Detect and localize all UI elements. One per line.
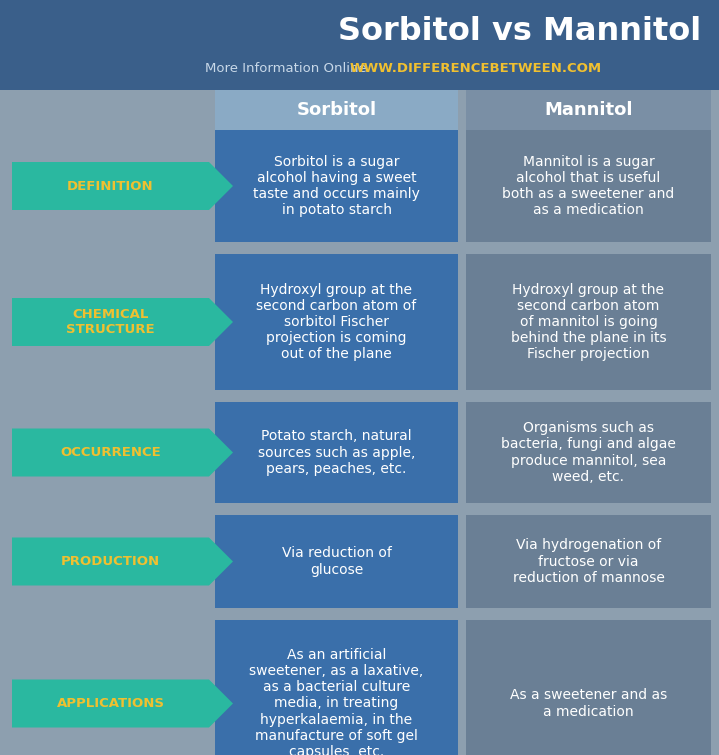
FancyBboxPatch shape xyxy=(215,515,458,608)
Text: As a sweetener and as
a medication: As a sweetener and as a medication xyxy=(510,689,667,719)
Text: Mannitol is a sugar
alcohol that is useful
both as a sweetener and
as a medicati: Mannitol is a sugar alcohol that is usef… xyxy=(503,155,674,217)
Text: OCCURRENCE: OCCURRENCE xyxy=(60,446,161,459)
FancyBboxPatch shape xyxy=(215,620,458,755)
Text: Sorbitol is a sugar
alcohol having a sweet
taste and occurs mainly
in potato sta: Sorbitol is a sugar alcohol having a swe… xyxy=(253,155,420,217)
Text: Via hydrogenation of
fructose or via
reduction of mannose: Via hydrogenation of fructose or via red… xyxy=(513,538,664,584)
Text: Sorbitol vs Mannitol: Sorbitol vs Mannitol xyxy=(338,17,701,48)
Polygon shape xyxy=(12,429,233,476)
FancyBboxPatch shape xyxy=(215,402,458,503)
Text: Sorbitol: Sorbitol xyxy=(296,101,377,119)
Text: Hydroxyl group at the
second carbon atom of
sorbitol Fischer
projection is comin: Hydroxyl group at the second carbon atom… xyxy=(257,282,416,362)
FancyBboxPatch shape xyxy=(0,0,719,90)
Text: APPLICATIONS: APPLICATIONS xyxy=(57,697,165,710)
Text: PRODUCTION: PRODUCTION xyxy=(61,555,160,568)
Text: Potato starch, natural
sources such as apple,
pears, peaches, etc.: Potato starch, natural sources such as a… xyxy=(258,430,415,476)
FancyBboxPatch shape xyxy=(466,515,711,608)
FancyBboxPatch shape xyxy=(466,254,711,390)
Text: Mannitol: Mannitol xyxy=(544,101,633,119)
Text: Via reduction of
glucose: Via reduction of glucose xyxy=(282,547,391,577)
Text: More Information Online: More Information Online xyxy=(205,61,371,75)
Text: Organisms such as
bacteria, fungi and algae
produce mannitol, sea
weed, etc.: Organisms such as bacteria, fungi and al… xyxy=(501,421,676,484)
Polygon shape xyxy=(12,298,233,346)
Text: Hydroxyl group at the
second carbon atom
of mannitol is going
behind the plane i: Hydroxyl group at the second carbon atom… xyxy=(510,282,667,362)
Polygon shape xyxy=(12,538,233,585)
FancyBboxPatch shape xyxy=(466,130,711,242)
FancyBboxPatch shape xyxy=(466,402,711,503)
FancyBboxPatch shape xyxy=(466,90,711,130)
FancyBboxPatch shape xyxy=(466,620,711,755)
FancyBboxPatch shape xyxy=(215,254,458,390)
Text: CHEMICAL
STRUCTURE: CHEMICAL STRUCTURE xyxy=(66,308,155,336)
Text: As an artificial
sweetener, as a laxative,
as a bacterial culture
media, in trea: As an artificial sweetener, as a laxativ… xyxy=(249,648,423,755)
FancyBboxPatch shape xyxy=(215,130,458,242)
Text: DEFINITION: DEFINITION xyxy=(67,180,154,193)
Text: WWW.DIFFERENCEBETWEEN.COM: WWW.DIFFERENCEBETWEEN.COM xyxy=(350,61,602,75)
Polygon shape xyxy=(12,162,233,210)
Polygon shape xyxy=(12,680,233,728)
FancyBboxPatch shape xyxy=(215,90,458,130)
